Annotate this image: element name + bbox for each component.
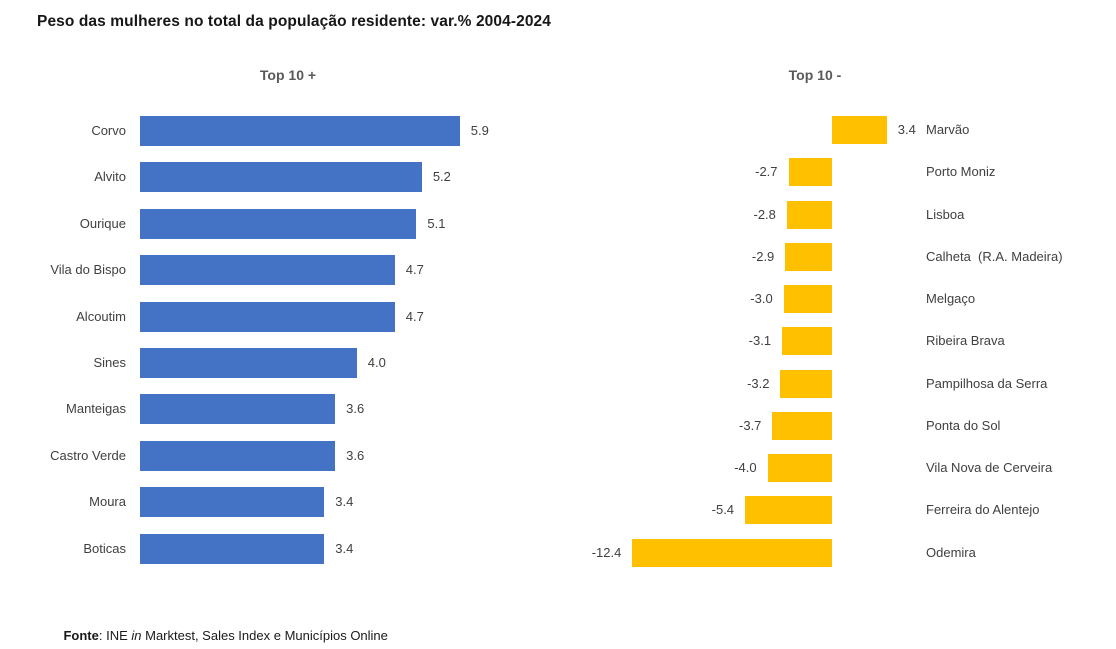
- bar: [786, 201, 832, 229]
- category-label: Sines: [93, 355, 126, 370]
- source-text-after: Marktest, Sales Index e Municípios Onlin…: [141, 628, 388, 643]
- category-label: Ponta do Sol: [926, 418, 1001, 433]
- category-label: Pampilhosa da Serra: [926, 376, 1048, 391]
- value-label: -3.7: [739, 418, 762, 433]
- page-title: Peso das mulheres no total da população …: [37, 13, 551, 30]
- category-label: Alcoutim: [76, 309, 126, 324]
- source-note: Fonte: INE in Marktest, Sales Index e Mu…: [49, 613, 388, 649]
- value-label: -3.1: [748, 333, 772, 348]
- source-separator: :: [98, 628, 107, 643]
- bar: [140, 348, 357, 378]
- top10-minus-chart-title: Top 10 -: [788, 67, 842, 83]
- category-label: Odemira: [926, 545, 976, 560]
- category-label: Moura: [89, 494, 126, 509]
- bar: [785, 243, 832, 271]
- bar: [782, 327, 832, 355]
- bar: [140, 441, 336, 471]
- value-label: -2.9: [751, 249, 775, 264]
- category-label: Vila Nova de Cerveira: [926, 460, 1053, 475]
- bar: [140, 162, 422, 192]
- bar: [783, 285, 832, 313]
- category-label: Ourique: [79, 216, 126, 231]
- bar: [140, 116, 460, 146]
- source-text-before: INE: [106, 628, 132, 643]
- bar: [140, 209, 417, 239]
- bar: [140, 534, 325, 564]
- source-italic-word: in: [131, 628, 142, 643]
- bar: [140, 487, 325, 517]
- category-label: Ferreira do Alentejo: [926, 502, 1040, 517]
- category-label: Manteigas: [66, 401, 126, 416]
- bar: [745, 496, 832, 524]
- category-label: Vila do Bispo: [50, 262, 126, 277]
- bar: [140, 302, 395, 332]
- value-label: -2.7: [755, 164, 778, 179]
- bar: [632, 539, 832, 567]
- bar: [140, 255, 395, 285]
- category-label: Boticas: [83, 541, 126, 556]
- bar: [780, 370, 832, 398]
- value-label: -5.4: [711, 502, 735, 517]
- category-label: Melgaço: [926, 291, 976, 306]
- value-label: -4.0: [734, 460, 757, 475]
- value-label: -2.8: [753, 207, 776, 222]
- category-label: Alvito: [94, 169, 126, 184]
- category-label: Marvão: [926, 122, 970, 137]
- value-label: 3.4: [335, 541, 354, 556]
- value-label: 5.9: [470, 123, 489, 138]
- value-label: 4.0: [367, 355, 386, 370]
- bar: [140, 394, 336, 424]
- value-label: 3.6: [346, 401, 365, 416]
- category-label: Corvo: [91, 123, 126, 138]
- bar: [767, 454, 832, 482]
- value-label: 4.7: [405, 262, 424, 277]
- value-label: 3.6: [346, 448, 365, 463]
- category-label: Porto Moniz: [926, 164, 996, 179]
- value-label: -12.4: [591, 545, 622, 560]
- value-label: -3.0: [750, 291, 773, 306]
- value-label: -3.2: [747, 376, 770, 391]
- value-label: 5.1: [427, 216, 446, 231]
- value-label: 3.4: [897, 122, 916, 137]
- value-label: 5.2: [432, 169, 451, 184]
- category-label: Calheta (R.A. Madeira): [926, 249, 1063, 264]
- bar: [772, 412, 832, 440]
- category-label: Castro Verde: [50, 448, 126, 463]
- bar: [788, 158, 832, 186]
- value-label: 4.7: [405, 309, 424, 324]
- category-label: Lisboa: [926, 207, 965, 222]
- top10-plus-chart-title: Top 10 +: [259, 67, 317, 83]
- source-label: Fonte: [63, 628, 99, 643]
- value-label: 3.4: [335, 494, 354, 509]
- category-label: Ribeira Brava: [926, 333, 1005, 348]
- bar: [832, 116, 887, 144]
